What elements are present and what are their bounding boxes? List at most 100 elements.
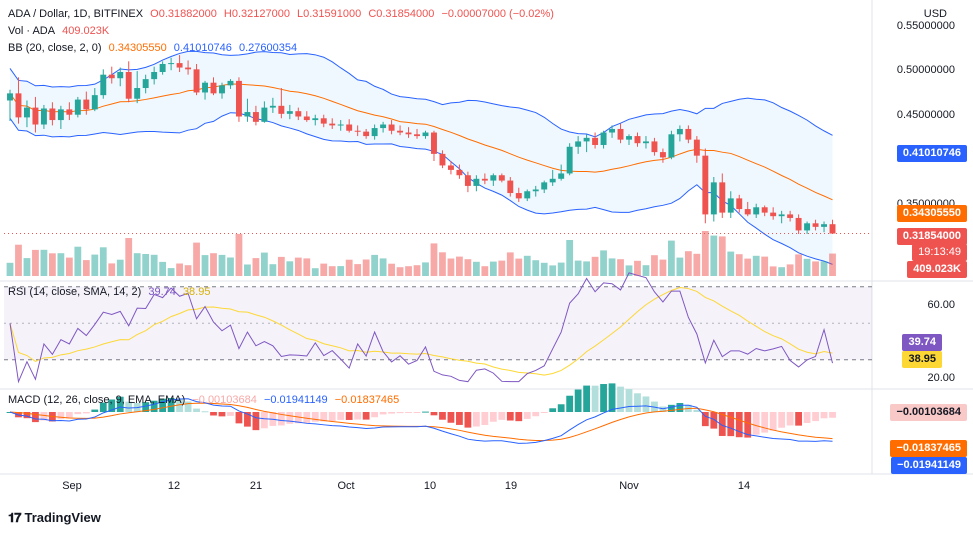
- macd-histogram-bar: [388, 412, 395, 414]
- volume-bar: [693, 253, 701, 276]
- volume-legend: Vol · ADA 409.023K: [8, 24, 113, 38]
- macd-histogram-bar: [193, 408, 200, 412]
- volume-bar: [269, 264, 277, 276]
- volume-tag: 409.023K: [907, 261, 967, 278]
- volume-bar: [260, 252, 268, 276]
- macd-histogram-bar: [125, 401, 133, 412]
- macd-histogram-bar: [701, 412, 709, 427]
- macd-histogram-bar: [786, 412, 794, 426]
- macd-line-tag: −0.01941149: [891, 457, 967, 474]
- volume-bar: [371, 254, 379, 276]
- macd-histogram-bar: [430, 412, 438, 416]
- volume-bar: [294, 257, 302, 276]
- candle-body: [312, 118, 319, 121]
- x-label-nov: Nov: [619, 480, 639, 492]
- volume-bar: [617, 259, 624, 276]
- macd-histogram-bar: [829, 412, 836, 418]
- last-price-tag: 0.31854000: [896, 228, 967, 245]
- candle-body: [15, 93, 22, 118]
- x-label-19: 19: [504, 480, 518, 492]
- volume-bar: [744, 258, 752, 276]
- macd-histogram-bar: [693, 409, 701, 412]
- macd-histogram-bar: [303, 412, 311, 424]
- candle-body: [778, 214, 785, 217]
- macd-histogram-bar: [91, 409, 99, 412]
- volume-bar: [23, 258, 31, 276]
- volume-bar: [515, 258, 523, 276]
- macd-histogram-bar: [235, 412, 243, 424]
- bb-lower-line: [9, 112, 833, 265]
- volume-bar: [608, 258, 616, 276]
- volume-bar: [201, 255, 209, 276]
- macd-histogram-bar: [591, 385, 599, 412]
- volume-bar: [634, 260, 641, 276]
- macd-histogram-bar: [744, 412, 752, 438]
- candle-body: [524, 191, 531, 199]
- volume-bar: [710, 235, 718, 276]
- volume-bar: [235, 234, 243, 276]
- candle-body: [414, 134, 420, 137]
- rsi-value: 39.74: [148, 286, 176, 298]
- high-value: H0.32127000: [223, 8, 290, 20]
- x-label-12: 12: [167, 480, 181, 492]
- candle-body: [558, 173, 565, 179]
- macd-histogram-bar: [337, 412, 345, 420]
- tradingview-icon: 𝟏𝟕: [8, 510, 22, 525]
- candle-body: [108, 74, 115, 79]
- x-label-14: 14: [737, 480, 751, 492]
- macd-histogram-bar: [625, 389, 633, 412]
- candle-body: [787, 214, 794, 218]
- price-tick-1: 0.55000000: [896, 20, 955, 32]
- volume-bar: [193, 242, 200, 276]
- macd-histogram-bar: [634, 393, 641, 412]
- symbol-label: ADA / Dollar, 1D, BITFINEX: [8, 8, 144, 20]
- volume-bar: [795, 254, 802, 276]
- volume-bar: [591, 256, 599, 276]
- candle-body: [202, 82, 208, 93]
- volume-bar: [456, 256, 463, 276]
- macd-histogram-bar: [718, 412, 726, 436]
- macd-histogram-bar: [608, 383, 616, 412]
- macd-histogram-bar: [659, 406, 667, 412]
- macd-histogram-bar: [201, 411, 209, 413]
- volume-bar: [99, 247, 107, 276]
- macd-histogram-bar: [549, 408, 557, 412]
- volume-bar: [676, 257, 684, 276]
- volume-bar: [489, 261, 497, 276]
- candle-body: [117, 72, 124, 79]
- macd-histogram-bar: [328, 412, 336, 422]
- macd-histogram-bar: [778, 412, 786, 428]
- macd-histogram-bar: [371, 412, 379, 418]
- macd-histogram-bar: [260, 412, 268, 429]
- volume-bar: [379, 258, 387, 276]
- candle-body: [210, 82, 217, 94]
- macd-histogram-bar: [617, 386, 624, 412]
- candle-body: [431, 132, 437, 154]
- candle-body: [515, 193, 522, 199]
- rsi-ma-tag: 38.95: [902, 351, 942, 368]
- candle-body: [346, 124, 353, 131]
- macd-line: [9, 398, 833, 444]
- volume-bar: [413, 265, 421, 276]
- volume-bar: [540, 262, 548, 276]
- volume-bar: [32, 249, 39, 276]
- macd-histogram-bar: [142, 402, 150, 412]
- low-value: L0.31591000: [297, 8, 362, 20]
- tradingview-logo[interactable]: 𝟏𝟕 TradingView: [8, 510, 101, 526]
- candle-body: [651, 141, 658, 153]
- volume-bar: [735, 254, 743, 276]
- macd-histogram-bar: [244, 412, 251, 427]
- candle-body: [151, 72, 158, 80]
- macd-histogram-bar: [294, 412, 302, 424]
- macd-histogram-bar: [82, 412, 90, 414]
- candle-body: [295, 111, 302, 117]
- candle-body: [32, 107, 39, 125]
- candle-body: [219, 85, 225, 94]
- volume-bar: [277, 256, 285, 276]
- macd-histogram-bar: [557, 404, 565, 412]
- candle-body: [380, 124, 387, 129]
- volume-bar: [328, 266, 336, 276]
- macd-histogram-bar: [566, 395, 574, 412]
- volume-bar: [345, 259, 353, 276]
